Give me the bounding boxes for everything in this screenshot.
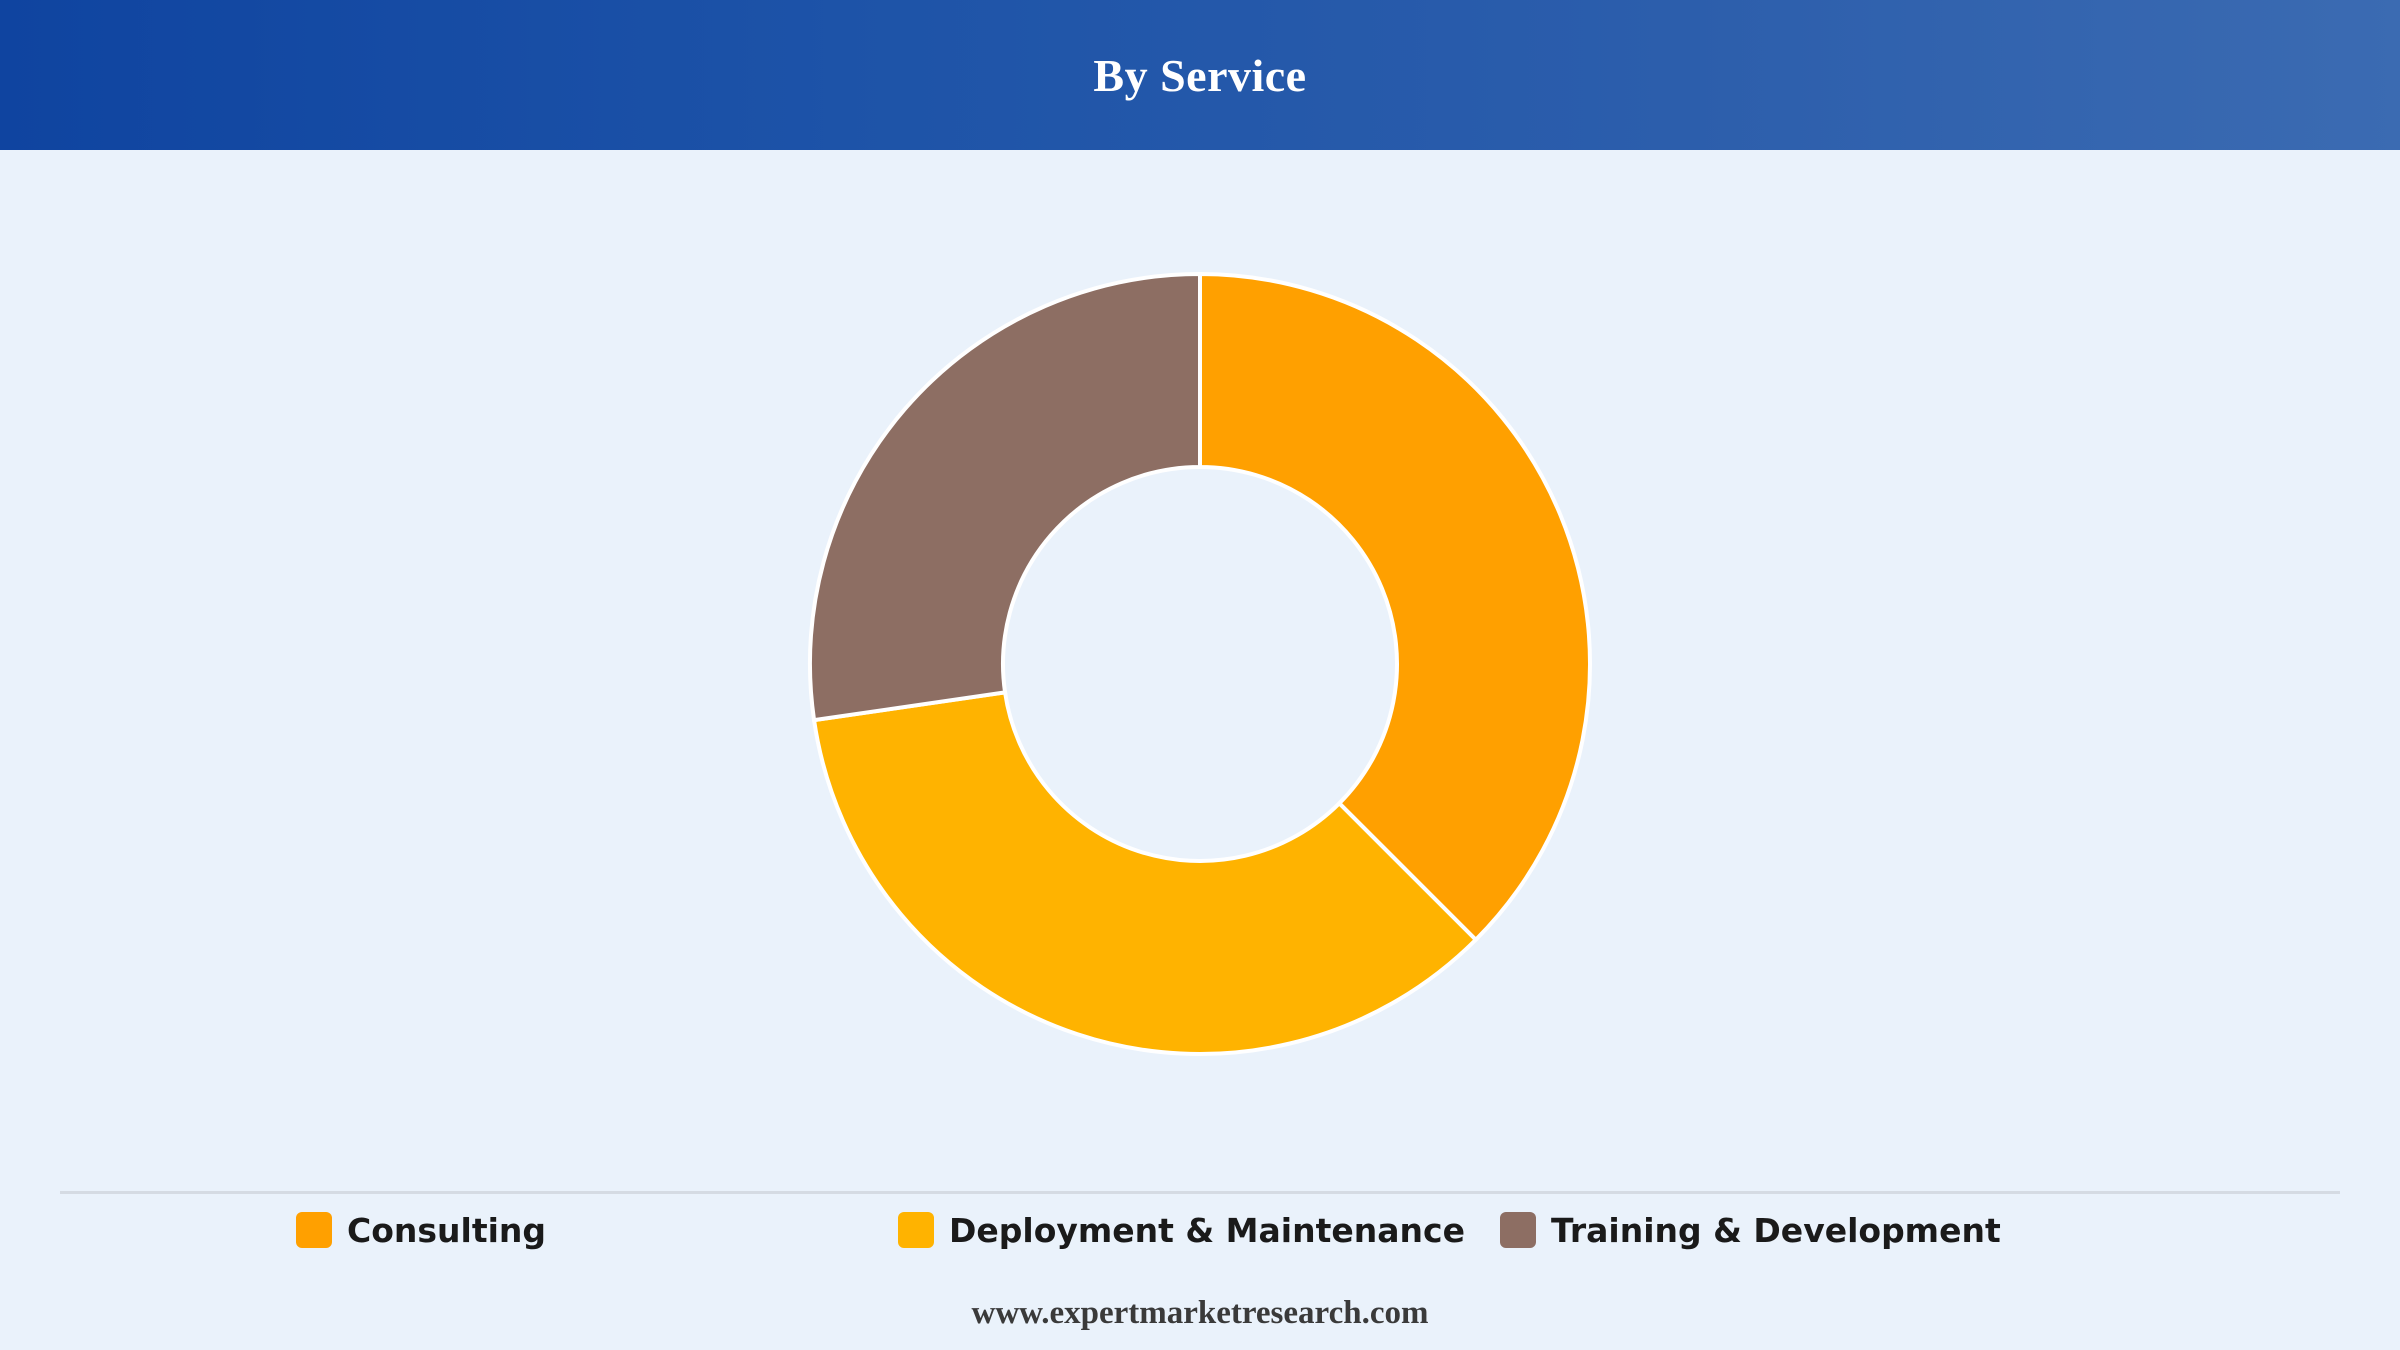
legend-label: Consulting — [347, 1210, 547, 1250]
chart-area — [0, 150, 2400, 1190]
donut-slice-deployment-maintenance[interactable] — [811, 690, 1479, 1056]
chart-title: By Service — [1093, 49, 1307, 101]
legend-label: Training & Development — [1551, 1210, 2001, 1250]
chart-header: By Service — [0, 0, 2400, 150]
donut-slice-consulting[interactable] — [1198, 271, 1592, 943]
legend-item-deployment-maintenance[interactable]: Deployment & Maintenance — [898, 1205, 1465, 1255]
legend-swatch-training-development — [1500, 1212, 1536, 1248]
donut-slice-training-development[interactable] — [808, 271, 1202, 723]
legend-swatch-deployment-maintenance — [898, 1212, 934, 1248]
legend-item-consulting[interactable]: Consulting — [296, 1205, 546, 1255]
legend-item-training-development[interactable]: Training & Development — [1500, 1205, 2001, 1255]
footer-url: www.expertmarketresearch.com — [971, 1295, 1429, 1331]
legend-divider — [60, 1191, 2340, 1194]
legend-label: Deployment & Maintenance — [949, 1210, 1465, 1250]
legend: Consulting Deployment & Maintenance Trai… — [0, 1205, 2400, 1255]
legend-swatch-consulting — [296, 1212, 332, 1248]
donut-chart — [808, 271, 1592, 1056]
